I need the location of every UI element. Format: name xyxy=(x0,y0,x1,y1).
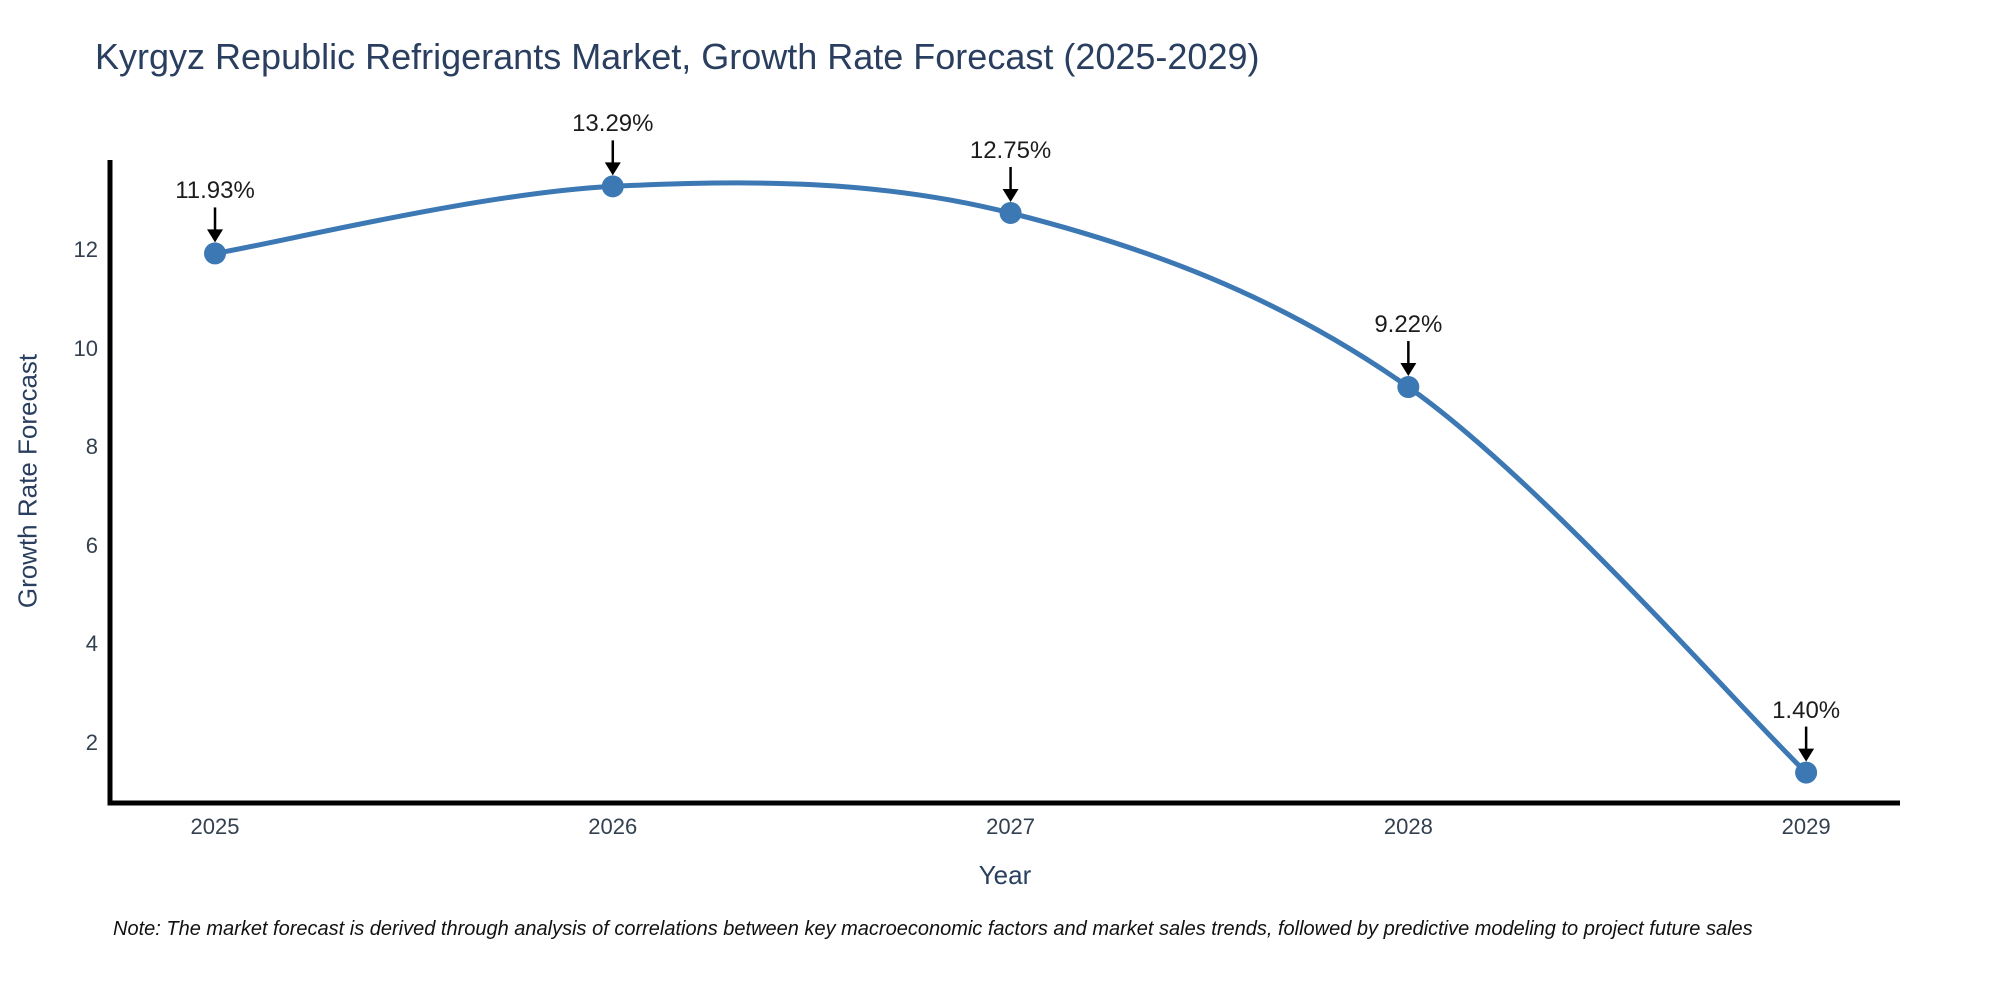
x-tick-label: 2029 xyxy=(1781,814,1831,839)
data-point-marker xyxy=(204,242,227,265)
point-annotation-label: 1.40% xyxy=(1772,696,1841,724)
data-point-marker xyxy=(999,201,1022,224)
x-axis-title: Year xyxy=(978,860,1032,890)
chart-title: Kyrgyz Republic Refrigerants Market, Gro… xyxy=(95,36,1260,77)
y-tick-label: 8 xyxy=(85,434,98,460)
x-tick-label: 2025 xyxy=(190,814,240,839)
y-tick-label: 6 xyxy=(85,532,98,558)
y-axis-title: Growth Rate Forecast xyxy=(12,353,43,609)
point-annotation-label: 11.93% xyxy=(175,177,255,205)
forecast-line xyxy=(214,180,1808,775)
footnote: Note: The market forecast is derived thr… xyxy=(113,918,1753,940)
y-tick-label: 4 xyxy=(85,631,98,657)
x-tick-label: 2028 xyxy=(1383,814,1433,839)
annotation-arrow-head xyxy=(207,229,224,243)
data-point-marker xyxy=(1397,376,1420,399)
annotation-arrow-head xyxy=(604,162,621,176)
y-tick-label: 10 xyxy=(73,335,98,361)
annotation-arrow-head xyxy=(1798,748,1815,762)
x-tick-label: 2026 xyxy=(588,814,638,839)
x-tick-label: 2027 xyxy=(986,814,1036,839)
point-annotation-label: 9.22% xyxy=(1374,311,1443,339)
annotation-arrow-head xyxy=(1002,188,1019,202)
data-point-marker xyxy=(601,175,624,198)
data-point-marker xyxy=(1795,761,1818,784)
point-annotation-label: 13.29% xyxy=(572,110,654,138)
annotation-arrow-head xyxy=(1400,363,1417,377)
y-tick-label: 12 xyxy=(73,236,98,262)
y-tick-label: 2 xyxy=(85,729,98,755)
point-annotation-label: 12.75% xyxy=(969,136,1052,164)
